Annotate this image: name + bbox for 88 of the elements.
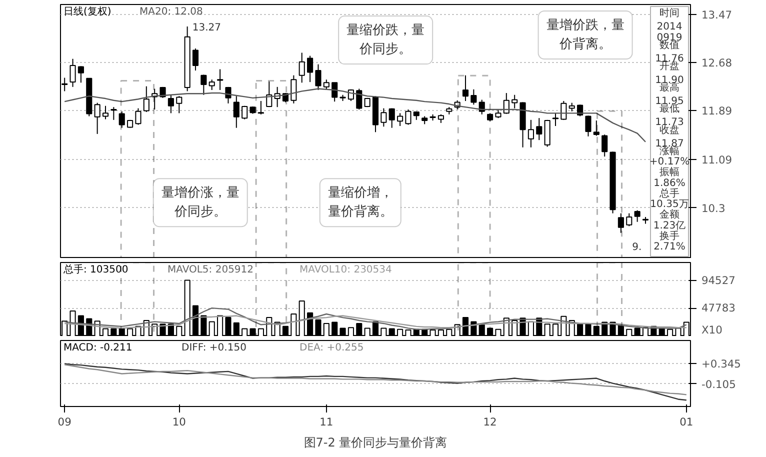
candlestick: [208, 79, 215, 90]
annotation: 换手: [660, 230, 680, 242]
line-series: [64, 363, 688, 401]
text: MA20: 12.08: [140, 6, 203, 18]
candlestick: [462, 74, 469, 102]
candlestick: [512, 94, 518, 109]
text: MAVOL5: 205912: [168, 264, 254, 276]
annotation: 1.86%: [654, 178, 686, 189]
candlestick: [634, 210, 640, 222]
annotation: 量缩价增，量价背离。: [328, 186, 393, 220]
line-series: [64, 364, 688, 396]
candlestick: [528, 119, 534, 148]
candlestick: [168, 94, 174, 114]
annotation: 时间: [660, 7, 680, 20]
y-tick-label: 12.68: [702, 56, 732, 70]
annotation: 10.35万: [650, 199, 689, 210]
candlestick: [397, 112, 404, 127]
candlestick: [307, 55, 314, 83]
annotation: 9.: [632, 242, 642, 253]
candlestick: [102, 105, 109, 120]
y-tick-label: -0.105: [702, 378, 736, 391]
annotation: 金额: [660, 208, 680, 221]
x-tick-label: 11: [320, 416, 334, 428]
candlestick: [176, 96, 182, 114]
candlestick: [94, 102, 100, 134]
annotation: 2014: [656, 22, 682, 33]
candlestick: [242, 105, 248, 120]
candlestick: [560, 100, 567, 120]
annotation: 2.71%: [654, 242, 686, 252]
y-tick-label: 11.09: [702, 154, 732, 167]
candlestick: [405, 109, 412, 126]
text: 图7-2 量价同步与量价背离: [304, 436, 448, 450]
candlestick: [536, 118, 542, 141]
x-tick-label: 12: [483, 416, 497, 428]
y-tick-label: 13.47: [702, 8, 732, 22]
candlestick: [258, 100, 264, 115]
candlestick: [618, 212, 624, 234]
text: MAVOL10: 230534: [300, 264, 392, 276]
annotation: +0.17%: [649, 156, 690, 168]
text: DEA: +0.255: [300, 342, 364, 354]
candlestick: [332, 82, 338, 102]
candlestick: [192, 48, 199, 71]
candlestick: [503, 92, 510, 114]
y-tick-label: 11.89: [702, 104, 732, 118]
candlestick: [143, 86, 150, 112]
series-label: DIFF: +0.150: [182, 342, 246, 354]
y-tick-label: 94527: [702, 274, 736, 288]
y-tick-label: X10: [702, 324, 723, 336]
candlestick: [298, 52, 305, 84]
candlestick: [290, 74, 297, 104]
candlestick: [110, 106, 117, 120]
candlestick: [602, 134, 608, 158]
candlestick: [626, 212, 632, 227]
candlestick: [478, 99, 485, 115]
annotation: 总手: 103500: [62, 264, 128, 276]
y-tick-label: +0.345: [702, 357, 741, 370]
y-tick-label: 10.3: [702, 202, 726, 215]
candlestick: [356, 88, 362, 110]
y-tick-label: 47783: [702, 302, 736, 315]
candlestick: [380, 108, 387, 128]
candlestick: [233, 96, 240, 128]
x-tick-label: 09: [58, 416, 72, 428]
annotation: 涨幅: [660, 145, 680, 158]
chart-title: 日线(复权): [64, 6, 112, 18]
annotation: 量增价跌，量价背离。: [546, 18, 624, 52]
candlestick: [70, 58, 76, 88]
annotation: 数值: [660, 40, 680, 51]
candlestick: [200, 74, 207, 96]
annotation: 振幅: [660, 166, 680, 178]
candlestick: [470, 88, 477, 106]
candlestick: [135, 108, 142, 126]
candlestick: [593, 120, 600, 136]
annotation: 量缩价跌，量价同步。: [346, 23, 425, 58]
annotation: MACD: -0.211: [64, 342, 132, 354]
candlestick: [552, 112, 559, 127]
candlestick: [323, 79, 330, 90]
annotation: 1.23亿: [653, 220, 686, 232]
candlestick: [118, 110, 125, 128]
candlestick: [585, 115, 592, 137]
annotation: 量增价涨，量价同步。: [161, 186, 240, 220]
annotation: 总手: [658, 187, 680, 200]
x-tick-label: 01: [680, 416, 694, 428]
candlestick: [78, 66, 84, 84]
annotation: 13.27: [192, 22, 221, 34]
x-tick-label: 10: [172, 416, 186, 428]
candlestick: [315, 64, 322, 90]
candlestick: [388, 108, 395, 128]
candlestick: [217, 68, 224, 90]
